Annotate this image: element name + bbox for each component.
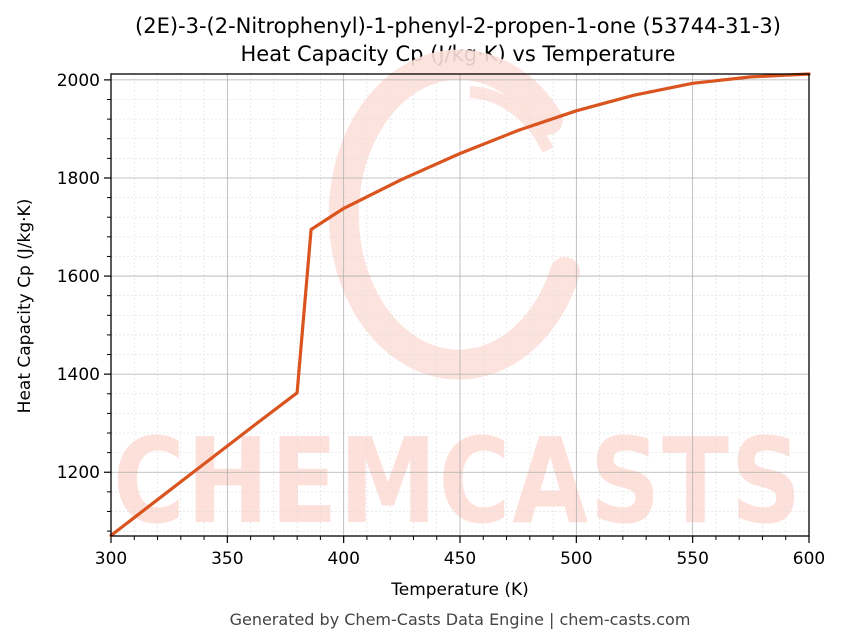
x-axis-label: Temperature (K)	[390, 580, 529, 600]
axis-ticks: 300 350 400 450 500 550 600 1200 1400 1600 1800 200…	[57, 71, 825, 569]
x-tick-label: 550	[676, 549, 708, 569]
y-tick-label: 1400	[57, 365, 100, 385]
chart-title: (2E)-3-(2-Nitrophenyl)-1-phenyl-2-propen…	[135, 14, 781, 38]
y-tick-label: 1800	[57, 169, 100, 189]
x-tick-label: 400	[327, 549, 359, 569]
plot-frame	[110, 73, 810, 537]
series-line-group	[109, 72, 811, 538]
y-tick-label: 1200	[57, 463, 100, 483]
series-line	[109, 72, 811, 538]
y-axis-label: Heat Capacity Cp (J/kg·K)	[15, 199, 35, 414]
y-tick-label: 2000	[57, 71, 100, 91]
x-tick-label: 350	[211, 549, 243, 569]
x-tick-label: 600	[793, 549, 825, 569]
x-tick-label: 500	[560, 549, 592, 569]
x-tick-label: 300	[95, 549, 127, 569]
footer-credit: Generated by Chem-Casts Data Engine | ch…	[230, 610, 691, 629]
y-tick-label: 1600	[57, 267, 100, 287]
watermark-text: CHEMCASTS	[113, 412, 803, 550]
watermark-logo: CHEMCASTS	[113, 49, 803, 550]
x-tick-label: 450	[444, 549, 476, 569]
